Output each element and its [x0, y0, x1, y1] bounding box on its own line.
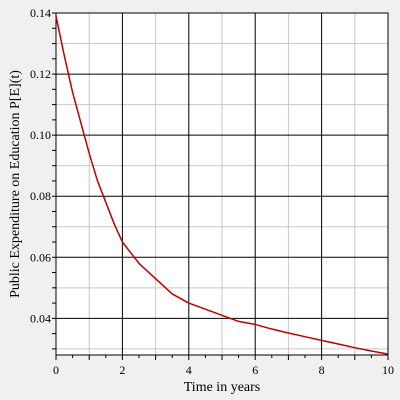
- y-tick-label: 0.06: [30, 250, 51, 264]
- y-tick-label: 0.10: [30, 128, 51, 142]
- y-tick-label: 0.12: [30, 67, 51, 81]
- x-tick-label: 0: [53, 363, 59, 377]
- grid: [55, 12, 389, 355]
- x-tick-label: 8: [319, 363, 325, 377]
- y-tick-label: 0.14: [30, 6, 51, 20]
- y-tick-label: 0.08: [30, 189, 51, 203]
- x-tick-label: 2: [119, 363, 125, 377]
- tick-labels: 0 2 4 6 8 10 0.04 0.06 0.08 0.10 0.12 0.14: [30, 6, 394, 377]
- y-tick-label: 0.04: [30, 311, 51, 325]
- x-tick-label: 10: [382, 363, 394, 377]
- axis-ticks: [52, 12, 389, 360]
- x-tick-label: 4: [186, 363, 192, 377]
- series-line: [55, 15, 389, 355]
- y-axis-title: Public Expenditure on Education P[E](t): [8, 70, 23, 298]
- x-axis-title: Time in years: [184, 380, 260, 395]
- x-tick-label: 6: [252, 363, 258, 377]
- series-layer: [55, 15, 389, 355]
